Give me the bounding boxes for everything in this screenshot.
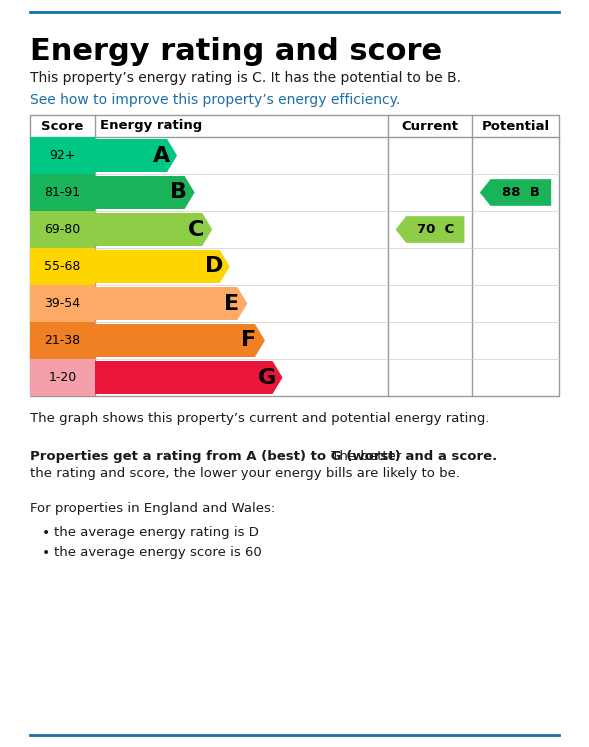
Polygon shape [95,324,265,357]
Text: the average energy score is 60: the average energy score is 60 [54,546,262,559]
Text: 88  B: 88 B [502,186,540,199]
Text: This property’s energy rating is C. It has the potential to be B.: This property’s energy rating is C. It h… [30,71,461,85]
Text: Potential: Potential [481,120,550,132]
Text: 92+: 92+ [49,149,76,162]
Text: Properties get a rating from A (best) to G (worst) and a score.: Properties get a rating from A (best) to… [30,450,497,463]
Text: The better: The better [327,450,401,463]
Bar [30,211,95,248]
Polygon shape [480,179,551,206]
Text: the average energy rating is D: the average energy rating is D [54,526,259,539]
Text: Current: Current [402,120,458,132]
Text: E: E [224,294,239,314]
Text: For properties in England and Wales:: For properties in England and Wales: [30,502,275,515]
Polygon shape [95,213,212,246]
Text: 55-68: 55-68 [44,260,81,273]
Text: Score: Score [41,120,84,132]
Text: 21-38: 21-38 [44,334,81,347]
Text: •: • [42,546,50,560]
Polygon shape [396,216,465,243]
Text: F: F [241,330,256,350]
Bar [30,248,95,285]
Polygon shape [95,139,177,172]
Text: 69-80: 69-80 [44,223,81,236]
Bar [30,285,95,322]
Polygon shape [95,287,247,320]
Text: See how to improve this property’s energy efficiency.: See how to improve this property’s energ… [30,93,401,107]
Text: A: A [153,146,170,166]
Text: D: D [204,256,223,276]
Text: The graph shows this property’s current and potential energy rating.: The graph shows this property’s current … [30,412,489,425]
Text: •: • [42,526,50,540]
Text: Energy rating and score: Energy rating and score [30,37,442,66]
Bar [30,322,95,359]
Bar [30,359,95,396]
Text: 39-54: 39-54 [44,297,81,310]
Text: the rating and score, the lower your energy bills are likely to be.: the rating and score, the lower your ene… [30,467,460,480]
Text: G: G [257,368,276,388]
Text: B: B [170,182,187,202]
Polygon shape [95,176,194,209]
Polygon shape [95,250,230,283]
Bar [30,174,95,211]
Text: 70  C: 70 C [416,223,454,236]
Text: C: C [188,220,204,240]
Bar [30,137,95,174]
Text: Energy rating: Energy rating [100,120,202,132]
Text: 1-20: 1-20 [48,371,77,384]
Polygon shape [95,361,283,394]
Text: 81-91: 81-91 [44,186,81,199]
Bar [30,115,559,396]
